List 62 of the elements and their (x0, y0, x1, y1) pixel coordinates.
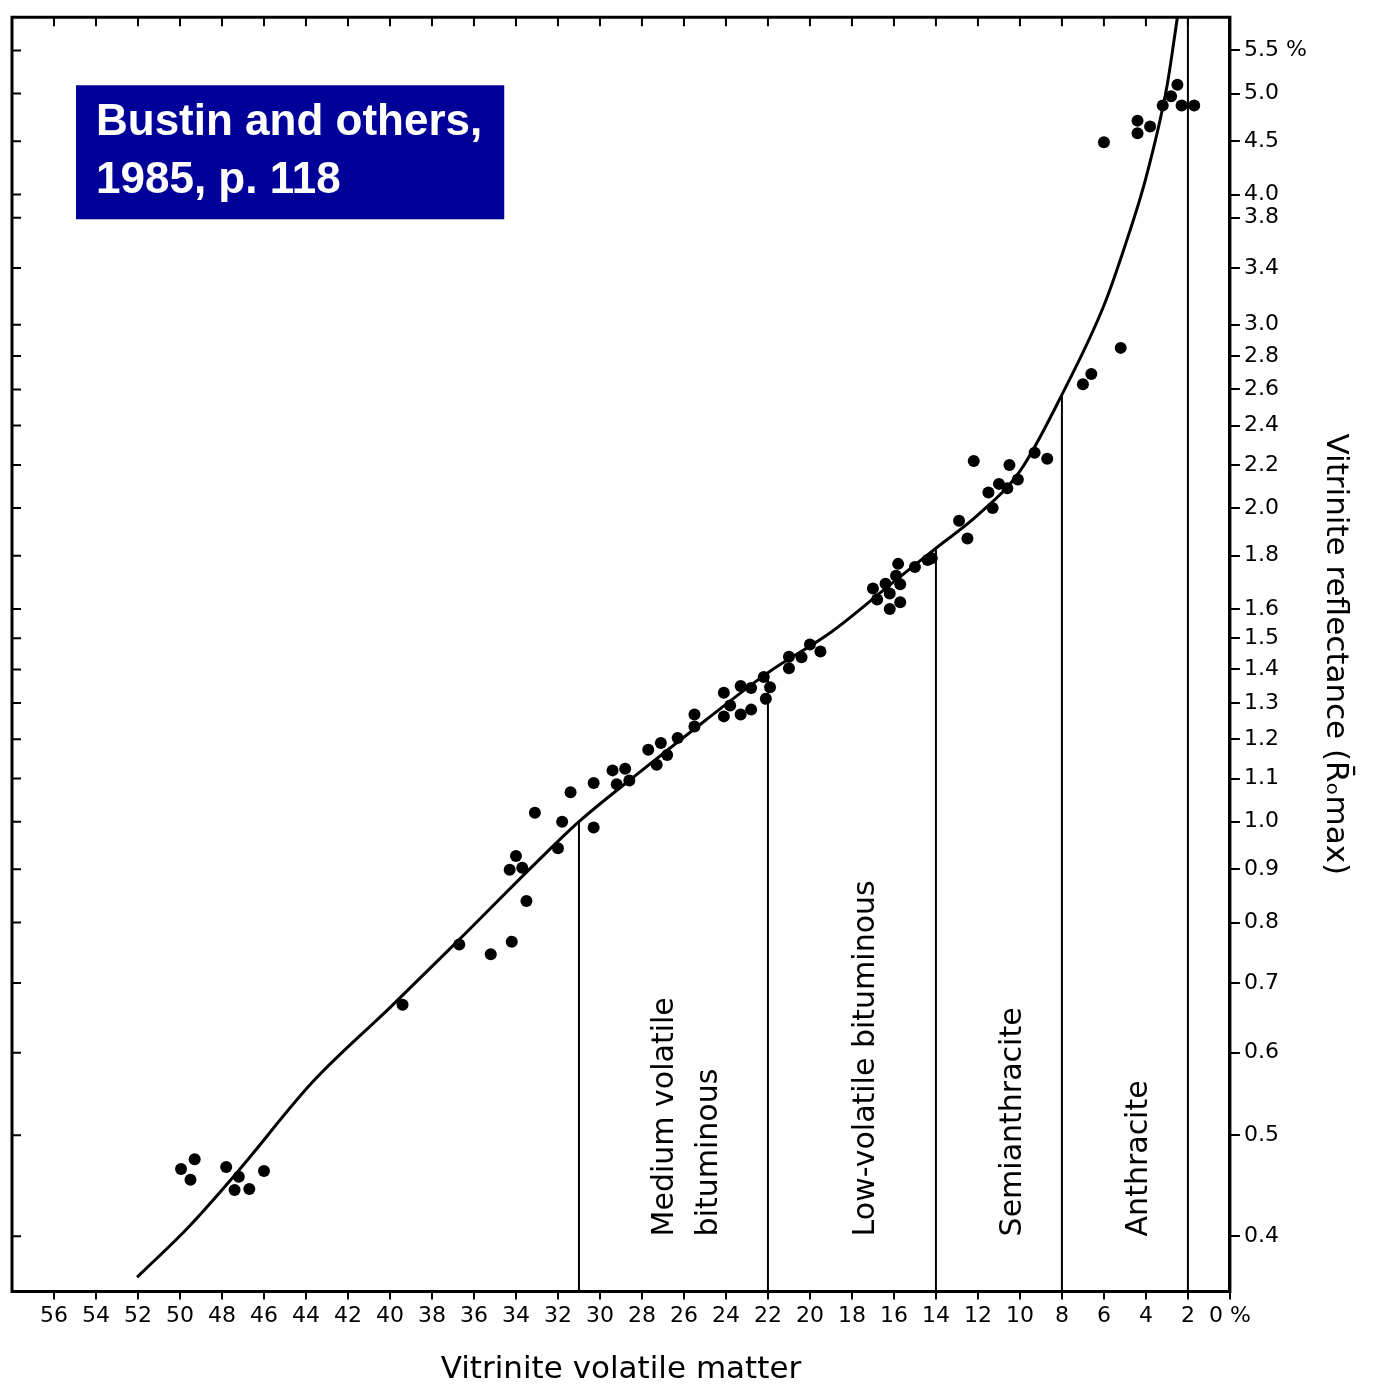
y-tick-label: 1.8 (1243, 541, 1279, 567)
y-tick-label: 1.5 (1243, 623, 1279, 649)
y-tick-label: 2.6 (1243, 375, 1279, 401)
x-tick-label: 48 (207, 1302, 236, 1328)
annotation: Anthracite (1118, 1080, 1154, 1237)
x-tick-label: 36 (459, 1302, 488, 1328)
y-tick-label: 1.4 (1243, 655, 1279, 681)
x-tick-label: 52 (123, 1302, 152, 1328)
x-tick-label: 12 (963, 1302, 992, 1328)
y-tick-label: 5.0 (1243, 79, 1279, 105)
y-tick-label: 0.7 (1243, 968, 1279, 994)
x-tick-label: 22 (753, 1302, 782, 1328)
y-tick-label: 1.6 (1243, 594, 1279, 620)
x-tick-label: 16 (879, 1302, 908, 1328)
x-axis-title: Vitrinite volatile matter (440, 1349, 802, 1386)
annotation: Semianthracite (992, 1007, 1028, 1237)
y-tick-label: 2.8 (1243, 341, 1279, 367)
x-tick-label: 2 (1180, 1302, 1195, 1328)
x-tick-label: 50 (165, 1302, 194, 1328)
x-tick-label: 24 (711, 1302, 740, 1328)
y-tick-label: 1.3 (1243, 688, 1279, 714)
x-tick-label: 0 % (1208, 1302, 1251, 1328)
y-tick-label: 0.8 (1243, 908, 1279, 934)
x-tick-label: 30 (585, 1302, 614, 1328)
x-tick-label: 42 (333, 1302, 362, 1328)
x-tick-label: 40 (375, 1302, 404, 1328)
y-tick-label: 1.2 (1243, 724, 1279, 750)
x-tick-label: 28 (627, 1302, 656, 1328)
y-tick-label: 0.5 (1243, 1120, 1279, 1146)
x-tick-label: 4 (1138, 1302, 1153, 1328)
y-axis-title: Vitrinite reflectance (R̄ₒmax) (1320, 433, 1357, 876)
y-tick-label: 0.6 (1243, 1038, 1279, 1064)
annotation: Low-volatile bituminous (845, 880, 881, 1237)
x-tick-label: 8 (1054, 1302, 1069, 1328)
x-tick-label: 46 (249, 1302, 278, 1328)
x-tick-label: 54 (81, 1302, 110, 1328)
y-tick-label: 2.2 (1243, 450, 1279, 476)
y-tick-label: 3.0 (1243, 310, 1279, 336)
x-tick-label: 6 (1096, 1302, 1111, 1328)
x-tick-label: 56 (40, 1302, 68, 1328)
y-tick-label: 0.9 (1243, 855, 1279, 881)
x-tick-label: 26 (669, 1302, 698, 1328)
y-tick-label: 1.0 (1243, 807, 1279, 833)
y-tick-label: 3.8 (1243, 203, 1279, 229)
x-tick-label: 38 (417, 1302, 446, 1328)
annotation: Medium volatile bituminous (645, 997, 725, 1237)
y-tick-label: 2.4 (1243, 411, 1279, 437)
x-tick-label: 10 (1005, 1302, 1034, 1328)
x-tick-label: 20 (795, 1302, 824, 1328)
y-tick-label: 1.1 (1243, 764, 1279, 790)
y-tick-label: 5.5 % (1243, 36, 1307, 62)
x-tick-label: 32 (543, 1302, 572, 1328)
x-tick-label: 44 (291, 1302, 320, 1328)
y-tick-label: 4.5 (1243, 126, 1279, 152)
y-tick-label: 4.0 (1243, 180, 1279, 206)
x-tick-label: 34 (501, 1302, 530, 1328)
x-tick-label: 14 (921, 1302, 950, 1328)
y-tick-label: 3.4 (1243, 253, 1279, 279)
y-tick-label: 2.0 (1243, 493, 1279, 519)
x-tick-label: 18 (837, 1302, 866, 1328)
annotation: Bustin and others, 1985, p. 118 (96, 95, 483, 203)
y-tick-label: 0.4 (1243, 1221, 1279, 1247)
